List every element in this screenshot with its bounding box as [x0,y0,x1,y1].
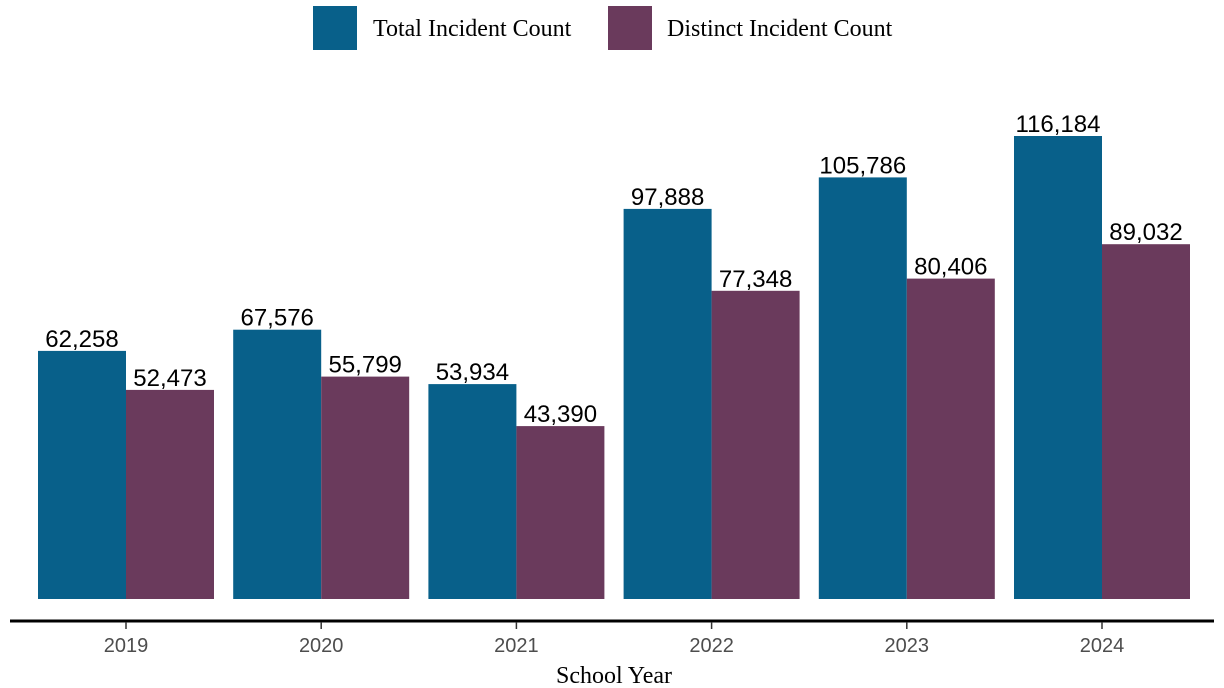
bar-distinct-2022 [711,290,800,599]
data-label-total-2022: 97,888 [631,184,704,211]
bar-distinct-2024 [1102,244,1190,599]
bar-total-2023 [818,177,907,599]
data-labels-group: 62,258 52,473 67,576 55,799 53,934 43,390 97,8… [45,111,1182,428]
bar-series-group [38,136,1190,599]
bar-distinct-2021 [516,426,605,599]
bar-total-2022 [623,208,712,599]
legend-label-distinct: Distinct Incident Count [667,16,893,42]
data-label-total-2023: 105,786 [819,152,906,179]
legend-swatch-distinct [608,6,652,50]
x-tick-label-2024: 2024 [1080,635,1125,657]
data-label-total-2024: 116,184 [1016,111,1101,138]
bar-total-2024 [1014,136,1102,599]
legend-swatch-total [313,6,357,50]
bar-distinct-2019 [126,389,214,599]
data-label-distinct-2022: 77,348 [719,266,792,293]
data-label-total-2019: 62,258 [45,326,118,353]
data-label-total-2020: 67,576 [240,305,313,332]
data-label-distinct-2020: 55,799 [328,352,401,379]
data-label-distinct-2019: 52,473 [133,365,206,392]
legend: Total Incident Count Distinct Incident C… [313,6,893,50]
x-axis-ticks: 2019 2020 2021 2022 2023 2024 [104,622,1125,657]
x-tick-label-2020: 2020 [299,635,344,657]
bar-distinct-2023 [906,278,995,599]
bar-total-2020 [233,329,322,599]
data-label-distinct-2023: 80,406 [914,254,987,281]
bar-distinct-2020 [321,376,410,599]
data-label-distinct-2021: 43,390 [524,401,597,428]
bar-total-2021 [428,384,517,599]
legend-label-total: Total Incident Count [373,16,572,42]
x-tick-label-2023: 2023 [885,635,930,657]
x-tick-label-2019: 2019 [104,635,149,657]
bar-total-2019 [38,350,126,599]
data-label-distinct-2024: 89,032 [1109,219,1182,246]
x-axis-title: School Year [556,663,672,688]
x-tick-label-2021: 2021 [494,635,539,657]
x-tick-label-2022: 2022 [689,635,734,657]
data-label-total-2021: 53,934 [436,359,509,386]
